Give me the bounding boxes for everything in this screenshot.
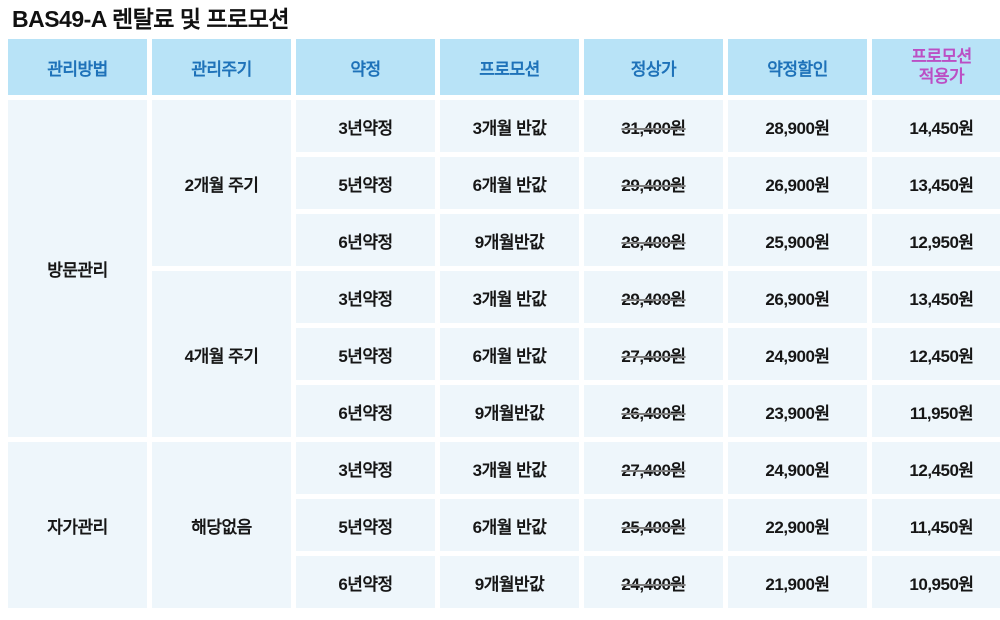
cell-contract-discount: 26,900원 <box>728 157 867 209</box>
regular-price-strikethrough: 29,400원 <box>621 175 686 195</box>
table-row: 6년약정 9개월반값 26,400원 23,900원 11,950원 <box>8 385 1000 437</box>
table-row: 4개월 주기 3년약정 3개월 반값 29,400원 26,900원 13,45… <box>8 271 1000 437</box>
table-row: 5년약정 6개월 반값 29,400원 26,900원 13,450원 <box>8 157 1000 209</box>
cell-promo-applied-price: 10,950원 <box>872 556 1000 608</box>
regular-price-strikethrough: 31,400원 <box>621 118 686 138</box>
header-promotion: 프로모션 <box>440 39 579 95</box>
cell-promotion: 9개월반값 <box>440 385 579 437</box>
cell-cycle-2month: 2개월 주기 <box>152 100 291 266</box>
cell-promotion: 9개월반값 <box>440 214 579 266</box>
cell-promo-applied-price: 11,450원 <box>872 499 1000 551</box>
cell-contract: 3년약정 <box>296 100 435 152</box>
cell-contract: 3년약정 <box>296 442 435 494</box>
cell-contract: 5년약정 <box>296 499 435 551</box>
cell-regular-price: 29,400원 <box>584 157 723 209</box>
cell-management-method-self: 자가관리 <box>8 442 147 608</box>
cell-regular-price: 25,400원 <box>584 499 723 551</box>
cell-promo-applied-price: 12,450원 <box>872 328 1000 380</box>
cell-regular-price: 31,400원 <box>584 100 723 152</box>
regular-price-strikethrough: 27,400원 <box>621 460 686 480</box>
cell-promo-applied-price: 12,450원 <box>872 442 1000 494</box>
cell-regular-price: 28,400원 <box>584 214 723 266</box>
cell-regular-price: 27,400원 <box>584 328 723 380</box>
header-promo-applied-price: 프로모션 적용가 <box>872 39 1000 95</box>
cell-contract: 6년약정 <box>296 214 435 266</box>
header-regular-price: 정상가 <box>584 39 723 95</box>
cell-contract: 5년약정 <box>296 328 435 380</box>
cell-regular-price: 26,400원 <box>584 385 723 437</box>
table-row: 6년약정 9개월반값 24,400원 21,900원 10,950원 <box>8 556 1000 608</box>
header-row: 관리방법 관리주기 약정 프로모션 정상가 약정할인 프로모션 적용가 <box>8 39 1000 95</box>
cell-promo-applied-price: 14,450원 <box>872 100 1000 152</box>
regular-price-strikethrough: 26,400원 <box>621 403 686 423</box>
cell-promotion: 6개월 반값 <box>440 499 579 551</box>
cell-regular-price: 29,400원 <box>584 271 723 323</box>
regular-price-strikethrough: 24,400원 <box>621 574 686 594</box>
cell-promotion: 6개월 반값 <box>440 157 579 209</box>
header-contract: 약정 <box>296 39 435 95</box>
cell-promo-applied-price: 13,450원 <box>872 157 1000 209</box>
cell-contract-discount: 23,900원 <box>728 385 867 437</box>
cell-contract: 3년약정 <box>296 271 435 323</box>
cell-promotion: 3개월 반값 <box>440 100 579 152</box>
cell-contract-discount: 26,900원 <box>728 271 867 323</box>
cell-contract-discount: 28,900원 <box>728 100 867 152</box>
cell-contract: 6년약정 <box>296 385 435 437</box>
header-management-method: 관리방법 <box>8 39 147 95</box>
cell-contract-discount: 25,900원 <box>728 214 867 266</box>
cell-contract-discount: 24,900원 <box>728 442 867 494</box>
cell-promo-applied-price: 13,450원 <box>872 271 1000 323</box>
cell-regular-price: 24,400원 <box>584 556 723 608</box>
cell-regular-price: 27,400원 <box>584 442 723 494</box>
regular-price-strikethrough: 28,400원 <box>621 232 686 252</box>
cell-cycle-4month: 4개월 주기 <box>152 271 291 437</box>
regular-price-strikethrough: 25,400원 <box>621 517 686 537</box>
table-row: 5년약정 6개월 반값 25,400원 22,900원 11,450원 <box>8 499 1000 551</box>
cell-contract: 5년약정 <box>296 157 435 209</box>
table-row: 5년약정 6개월 반값 27,400원 24,900원 12,450원 <box>8 328 1000 380</box>
cell-promotion: 3개월 반값 <box>440 442 579 494</box>
cell-contract-discount: 24,900원 <box>728 328 867 380</box>
table-row: 자가관리 해당없음 3년약정 3개월 반값 27,400원 24,900원 12… <box>8 442 1000 608</box>
regular-price-strikethrough: 29,400원 <box>621 289 686 309</box>
cell-contract-discount: 22,900원 <box>728 499 867 551</box>
cell-contract: 6년약정 <box>296 556 435 608</box>
cell-promo-applied-price: 11,950원 <box>872 385 1000 437</box>
header-contract-discount: 약정할인 <box>728 39 867 95</box>
table-row: 6년약정 9개월반값 28,400원 25,900원 12,950원 <box>8 214 1000 266</box>
page-title: BAS49-A 렌탈료 및 프로모션 <box>12 6 290 32</box>
regular-price-strikethrough: 27,400원 <box>621 346 686 366</box>
table-row: 방문관리 2개월 주기 3년약정 3개월 반값 31,400원 28,900원 … <box>8 100 1000 437</box>
rental-price-table: 관리방법 관리주기 약정 프로모션 정상가 약정할인 프로모션 적용가 방문관리… <box>3 34 1000 613</box>
cell-promo-applied-price: 12,950원 <box>872 214 1000 266</box>
header-management-cycle: 관리주기 <box>152 39 291 95</box>
cell-promotion: 9개월반값 <box>440 556 579 608</box>
cell-cycle-none: 해당없음 <box>152 442 291 608</box>
cell-promotion: 6개월 반값 <box>440 328 579 380</box>
cell-promotion: 3개월 반값 <box>440 271 579 323</box>
cell-management-method-visit: 방문관리 <box>8 100 147 437</box>
cell-contract-discount: 21,900원 <box>728 556 867 608</box>
